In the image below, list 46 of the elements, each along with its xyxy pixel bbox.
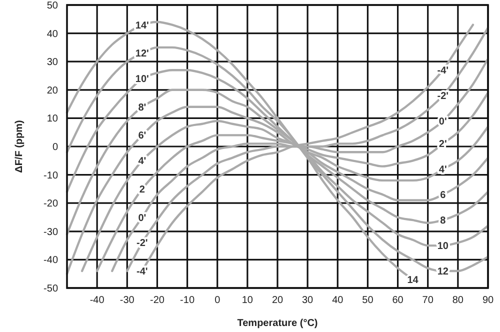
x-tick-label: 80 bbox=[452, 295, 464, 306]
y-tick-label: -10 bbox=[44, 170, 58, 182]
annotation: 10' bbox=[135, 74, 149, 86]
annotation: 6' bbox=[138, 130, 146, 142]
annotation: 12 bbox=[437, 266, 449, 278]
x-tick-label: 50 bbox=[362, 295, 374, 306]
annotation: 0' bbox=[438, 116, 447, 128]
y-tick-label: -20 bbox=[44, 198, 58, 210]
x-tick-label: 40 bbox=[332, 295, 344, 306]
annotation: -2' bbox=[136, 238, 148, 250]
annotation: 14' bbox=[135, 20, 149, 32]
annotation: -4' bbox=[437, 66, 449, 77]
x-tick-label: 10 bbox=[242, 295, 254, 306]
y-tick-label: 20 bbox=[46, 85, 58, 96]
annotation: 10 bbox=[437, 241, 449, 252]
x-tick-label: -20 bbox=[150, 295, 165, 306]
x-tick-label: 0 bbox=[214, 295, 221, 306]
y-axis-title: ΔF/F (ppm) bbox=[14, 120, 25, 173]
annotation: 0' bbox=[138, 212, 146, 224]
annotation: 8' bbox=[138, 102, 146, 114]
y-tick-label: 50 bbox=[46, 0, 58, 12]
x-tick-label: 60 bbox=[392, 295, 404, 306]
annotation: -4' bbox=[136, 266, 148, 278]
y-tick-label: 0 bbox=[52, 142, 58, 153]
x-axis-title: Temperature (°C) bbox=[237, 318, 318, 329]
x-tick-label: -40 bbox=[90, 295, 105, 306]
x-tick-label: 70 bbox=[422, 295, 434, 306]
x-tick-label: -30 bbox=[120, 295, 135, 306]
x-tick-label: 30 bbox=[302, 295, 314, 306]
annotation: 4' bbox=[438, 164, 447, 176]
y-tick-label: 30 bbox=[46, 57, 58, 68]
y-tick-label: -50 bbox=[44, 284, 58, 294]
x-tick-label: 90 bbox=[482, 295, 494, 306]
y-tick-label: -40 bbox=[44, 255, 58, 266]
annotation: 12' bbox=[135, 48, 149, 60]
y-tick-label: 40 bbox=[46, 28, 58, 40]
annotation: 14 bbox=[407, 275, 419, 286]
annotation: 2 bbox=[139, 184, 146, 196]
annotation: -2' bbox=[437, 91, 449, 102]
annotation: 6 bbox=[440, 190, 446, 202]
x-tick-label: 20 bbox=[272, 295, 284, 306]
annotation: 8 bbox=[440, 216, 446, 227]
y-tick-label: 10 bbox=[46, 114, 58, 125]
annotation: 4' bbox=[138, 156, 146, 168]
x-tick-label: -10 bbox=[180, 295, 195, 306]
y-tick-label: -30 bbox=[44, 226, 58, 238]
